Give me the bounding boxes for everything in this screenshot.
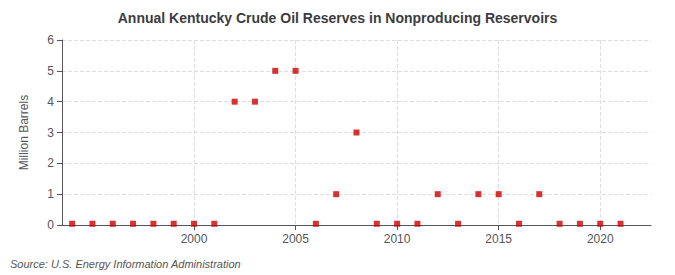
svg-text:0: 0 — [47, 218, 54, 232]
svg-text:4: 4 — [47, 95, 54, 109]
svg-text:2: 2 — [47, 156, 54, 170]
svg-text:3: 3 — [47, 126, 54, 140]
svg-text:6: 6 — [47, 33, 54, 47]
svg-text:1: 1 — [47, 187, 54, 201]
svg-text:2020: 2020 — [587, 232, 614, 246]
svg-text:5: 5 — [47, 64, 54, 78]
svg-text:2005: 2005 — [282, 232, 309, 246]
svg-text:2010: 2010 — [384, 232, 411, 246]
svg-text:Million Barrels: Million Barrels — [17, 95, 31, 170]
svg-text:2000: 2000 — [181, 232, 208, 246]
svg-text:Annual Kentucky Crude Oil Rese: Annual Kentucky Crude Oil Reserves in No… — [118, 10, 558, 26]
svg-text:2015: 2015 — [485, 232, 512, 246]
svg-text:Source: U.S. Energy Informatio: Source: U.S. Energy Information Administ… — [10, 258, 241, 270]
